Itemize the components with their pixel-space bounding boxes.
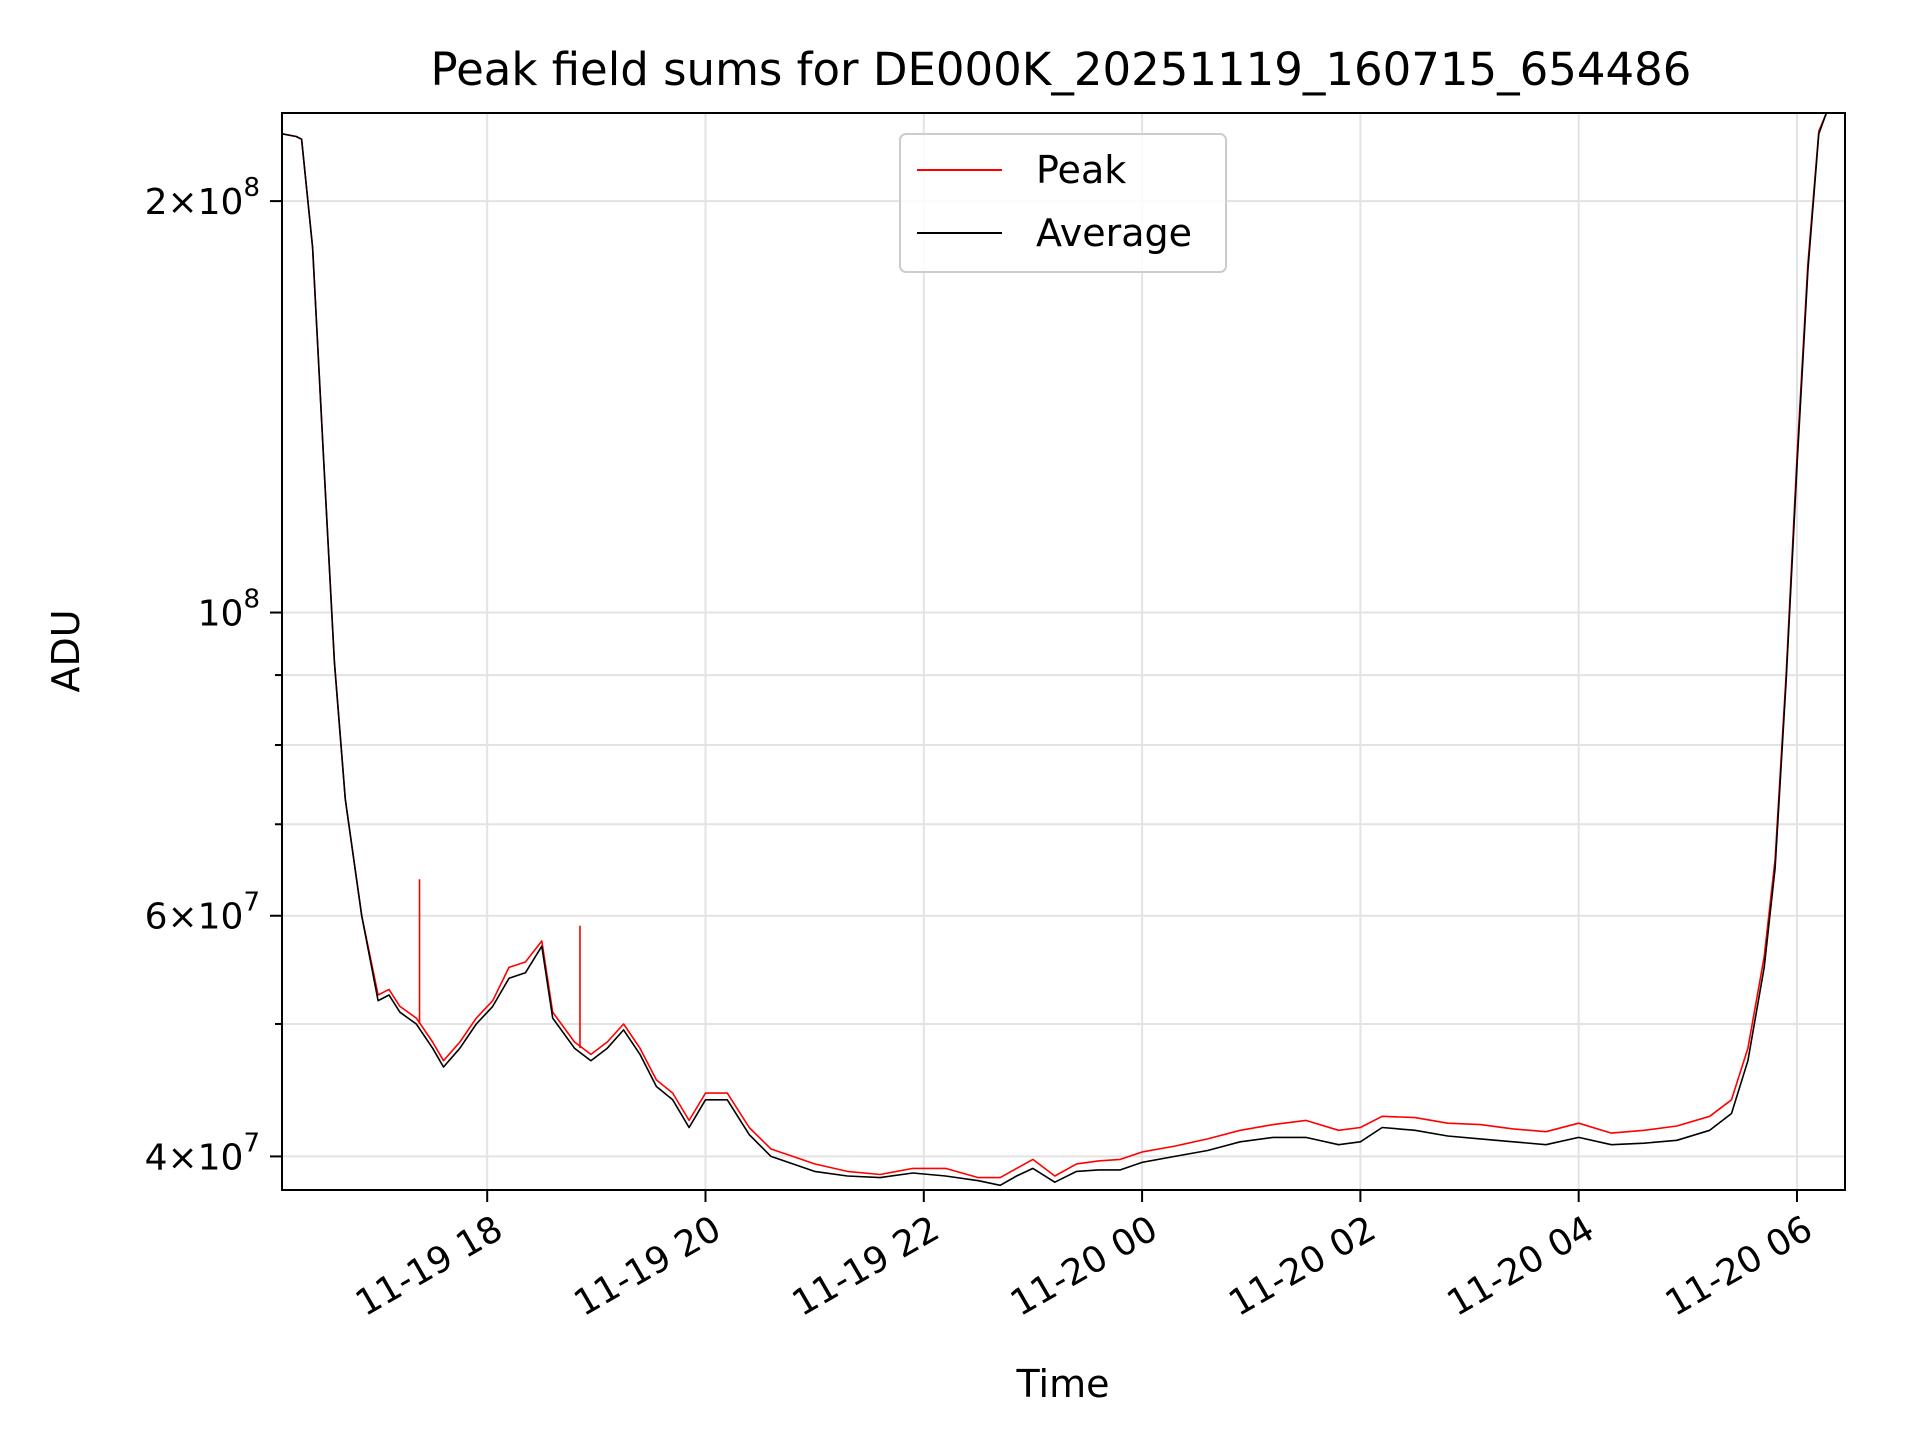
legend-box [899,133,1227,273]
y-tick-label: 2×108 [145,173,260,223]
y-tick-label: 108 [198,585,260,635]
legend: Peak Average [899,133,1227,273]
x-axis-label: Time [1016,1362,1110,1406]
y-tick-label: 4×107 [145,1128,260,1178]
legend-peak-label: Peak [1036,148,1126,192]
series-layer [282,113,1828,1187]
plot-frame [281,112,1846,1191]
average-series-line [282,113,1828,1187]
legend-average-label: Average [1036,211,1192,255]
y-axis-label: ADU [44,609,88,692]
y-tick-label: 6×107 [145,888,260,938]
peak-series-line [282,113,1828,1179]
chart-title: Peak field sums for DE000K_20251119_1607… [431,43,1692,96]
